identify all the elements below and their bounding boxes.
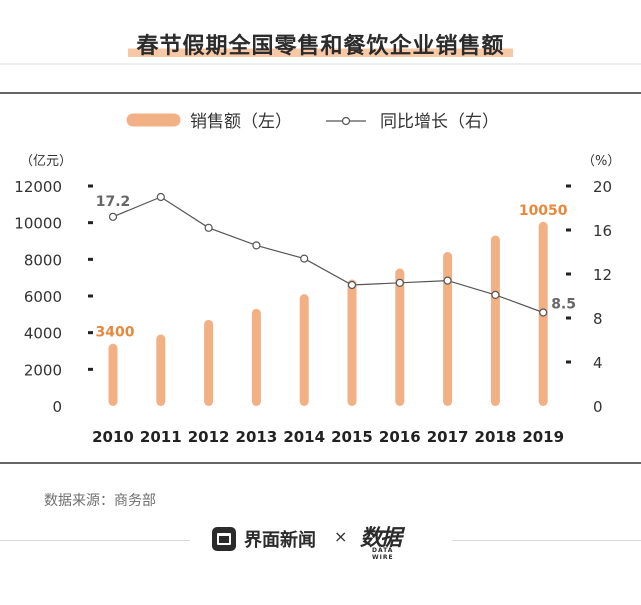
growth-point-2011	[156, 192, 165, 202]
datawire-logo-sub: DATA WIRE	[372, 547, 394, 561]
bar-2011	[156, 334, 166, 406]
x-tick-label: 2015	[331, 428, 373, 446]
y-right-tick-label: 0	[593, 398, 603, 416]
y-right-tick-label: 20	[593, 178, 612, 196]
bar-2010	[108, 343, 118, 406]
data-label: 3400	[96, 325, 135, 341]
y-right-tick-label: 4	[593, 354, 603, 372]
brand-name: 界面新闻	[244, 530, 316, 551]
footer: 界面新闻 × 数据 DATA WIRE	[0, 524, 641, 561]
y-right-tick-label: 12	[593, 266, 612, 284]
legend-line-label: 同比增长（右）	[380, 112, 499, 132]
x-tick-label: 2019	[522, 428, 564, 446]
y-left-tick-label: 6000	[24, 288, 62, 306]
y-left-tick-label: 12000	[14, 178, 62, 196]
legend-line-marker	[341, 116, 351, 126]
growth-point-2017	[443, 276, 452, 285]
growth-point-2012	[204, 223, 213, 232]
footer-rule-right	[452, 540, 641, 541]
chart-title: 春节假期全国零售和餐饮企业销售额	[0, 28, 641, 60]
brand-logo: 界面新闻	[212, 524, 316, 554]
y-right-tick-label: 8	[593, 310, 603, 328]
bar-2012	[204, 319, 214, 406]
y-left-tick-label: 4000	[24, 325, 62, 343]
y-left-tick-label: 10000	[14, 215, 62, 233]
x-tick-label: 2011	[140, 428, 182, 446]
data-label: 8.5	[551, 297, 576, 313]
bar-2014	[299, 294, 309, 406]
bar-2016	[395, 268, 405, 406]
growth-point-2018	[491, 290, 500, 299]
x-tick-label: 2012	[188, 428, 230, 446]
bar-2017	[443, 252, 453, 406]
growth-point-2019	[539, 308, 548, 317]
bar-2013	[251, 308, 261, 406]
growth-line	[112, 196, 544, 314]
source-note: 数据来源：商务部	[44, 493, 156, 509]
brand-icon	[212, 527, 236, 551]
x-tick-label: 2016	[379, 428, 421, 446]
growth-point-2013	[252, 241, 261, 250]
x-tick-label: 2018	[475, 428, 517, 446]
bar-2018	[490, 235, 500, 406]
times-sign: ×	[334, 527, 348, 546]
datawire-logo: 数据 DATA WIRE	[360, 520, 402, 561]
y-right-tick-label: 16	[593, 222, 612, 240]
y-right-unit: （%）	[582, 154, 620, 169]
growth-point-2016	[395, 278, 404, 287]
y-left-tick-label: 8000	[24, 251, 62, 269]
x-tick-label: 2010	[92, 428, 134, 446]
datawire-logo-text: 数据	[360, 526, 402, 551]
bar-2015	[347, 279, 357, 406]
data-label: 10050	[519, 203, 568, 219]
x-tick-label: 2014	[283, 428, 325, 446]
legend-bar-label: 销售额（左）	[190, 112, 292, 132]
y-left-tick-label: 0	[52, 398, 62, 416]
y-left-tick-label: 2000	[24, 361, 62, 379]
data-label: 17.2	[96, 194, 131, 210]
growth-point-2010	[108, 212, 118, 221]
footer-rule-left	[0, 540, 190, 541]
growth-point-2015	[347, 280, 357, 290]
y-left-unit: （亿元）	[20, 154, 72, 169]
chart-title-text: 春节假期全国零售和餐饮企业销售额	[128, 34, 513, 59]
x-tick-label: 2017	[427, 428, 469, 446]
growth-point-2014	[300, 254, 309, 263]
x-tick-label: 2013	[236, 428, 278, 446]
